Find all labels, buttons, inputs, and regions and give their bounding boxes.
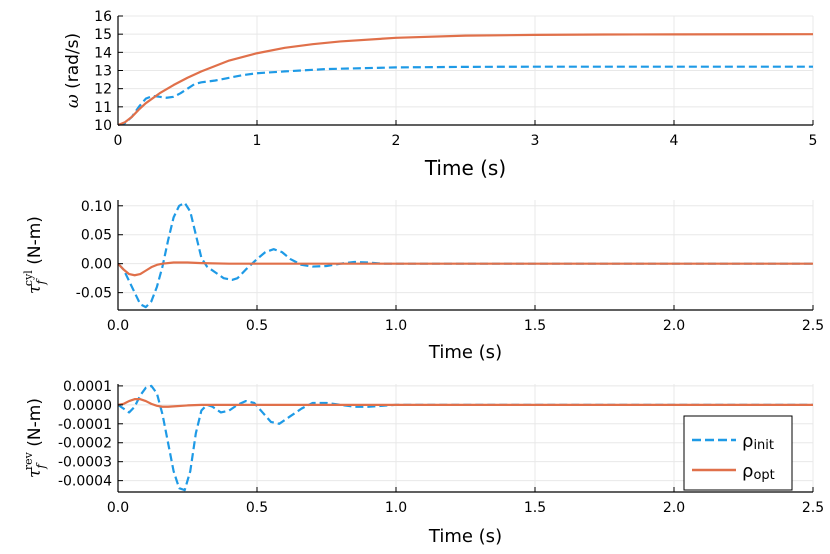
y-tick-label: 0.0001 [63,379,112,395]
y-axis-label: τfrev (N-m) [22,398,48,478]
y-label-subscript: f [34,278,48,286]
y-tick-label: 10 [94,118,112,134]
legend-label-base: ρ [742,461,753,482]
y-label-unit: (N-m) [25,216,45,270]
x-tick-label: 1.0 [385,318,407,334]
legend-label-subscript: init [753,438,774,453]
y-tick-label: 11 [94,100,112,116]
y-label-unit: (N-m) [25,398,45,452]
legend-label-subscript: opt [753,468,774,483]
y-tick-label: -0.0004 [58,474,112,490]
y-tick-label: 14 [94,45,112,61]
x-axis-label: Time (s) [428,526,502,547]
legend-label-rho-opt: ρopt [742,461,775,483]
legend-label-rho-init: ρinit [742,431,774,453]
y-label-superscript: rev [22,451,35,470]
legend-label-base: ρ [742,431,753,452]
y-tick-label: -0.0003 [58,455,112,471]
x-tick-label: 0.5 [246,318,268,334]
y-label-symbol: τ [25,284,45,294]
x-tick-label: 5 [809,133,818,149]
y-axis-label: ω (rad/s) [63,33,83,108]
x-tick-label: 0 [114,133,123,149]
x-tick-label: 2.5 [802,318,824,334]
series-line-rho-opt [118,261,813,277]
x-tick-label: 1.0 [385,500,407,516]
y-label-subscript: f [34,462,48,470]
series-line-rho-init [118,201,813,309]
x-axis-label: Time (s) [428,342,502,363]
y-label-symbol: ω [63,94,83,108]
legend-box [683,415,793,491]
x-tick-label: 2.0 [663,318,685,334]
x-tick-label: 0.0 [107,318,129,334]
x-tick-label: 1 [253,133,262,149]
y-tick-label: 0.00 [81,257,112,273]
x-tick-label: 2.0 [663,500,685,516]
y-tick-label: 0.10 [81,199,112,215]
y-tick-label: 0.0000 [63,398,112,414]
y-tick-label: 16 [94,9,112,25]
x-tick-label: 1.5 [524,500,546,516]
x-tick-label: 2 [392,133,401,149]
y-tick-label: 13 [94,64,112,80]
y-label-unit: (rad/s) [63,33,83,94]
y-label-symbol: τ [25,468,45,478]
series-line-rho-opt [118,33,813,126]
panel-2: 0.0 0.5 1.0 1.5 2.0 2.5 -0.05 0.00 0.05 0.10 Time … [22,199,824,363]
y-axis-label: τfcyl (N-m) [22,216,48,294]
series-line-rho-opt [118,398,813,408]
x-tick-label: 3 [531,133,540,149]
y-tick-label: -0.05 [76,286,112,302]
y-tick-label: -0.0001 [58,417,112,433]
y-label-superscript: cyl [22,270,35,286]
series-line-rho-init [118,65,813,126]
y-tick-label: 0.05 [81,228,112,244]
y-tick-label: -0.0002 [58,436,112,452]
y-tick-label: 12 [94,82,112,98]
x-tick-label: 0.0 [107,500,129,516]
x-tick-label: 2.5 [802,500,824,516]
y-tick-label: 15 [94,27,112,43]
x-tick-label: 1.5 [524,318,546,334]
x-tick-label: 4 [670,133,679,149]
x-tick-label: 0.5 [246,500,268,516]
series-line-rho-init [118,384,813,492]
x-axis-label: Time (s) [424,156,506,180]
